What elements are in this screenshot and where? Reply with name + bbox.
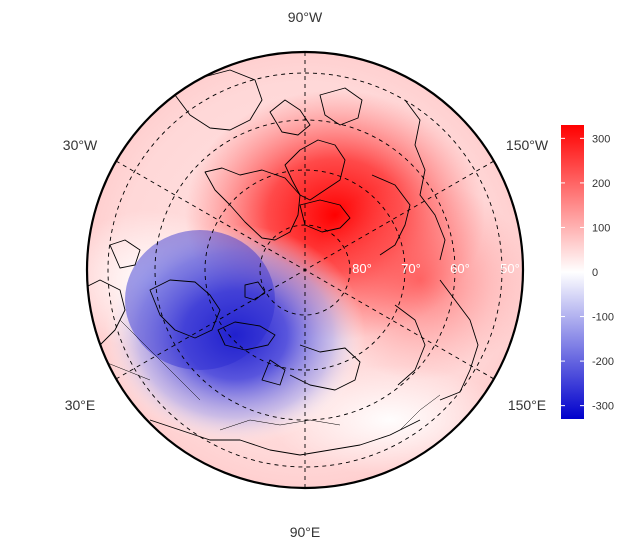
graticule: [107, 52, 503, 488]
colorbar-tick-label: -200: [592, 356, 614, 368]
colorbar-tick-label: -300: [592, 401, 614, 413]
map-boundary: [85, 50, 525, 490]
latitude-label-60: 60°: [450, 261, 470, 276]
colorbar-tick-label: 300: [592, 133, 610, 145]
meridian-30e-150w: [115, 160, 495, 380]
lon-label-90e: 90°E: [290, 524, 321, 540]
colorbar-tick-label: -100: [592, 312, 614, 324]
anomaly-field: [87, 52, 523, 488]
colorbar-ramp: [561, 125, 584, 419]
colorbar-tick-label: 100: [592, 222, 610, 234]
lon-label-30w: 30°W: [63, 137, 98, 153]
latitude-label-50: 50°: [500, 261, 520, 276]
latitude-circle-80: [259, 224, 351, 316]
lon-label-30e: 30°E: [65, 397, 96, 413]
lon-label-90w: 90°W: [288, 9, 323, 25]
latitude-circle-70: [204, 169, 406, 371]
colorbar-ticks: 300 200 100 0 -100 -200 -300: [561, 133, 614, 413]
latitude-label-80: 80°: [352, 261, 372, 276]
colorbar-tick-label: 200: [592, 178, 610, 190]
colorbar-tick-label: 0: [592, 267, 598, 279]
lon-label-150e: 150°E: [508, 397, 546, 413]
coastlines: [87, 69, 479, 456]
colorbar: 300 200 100 0 -100 -200 -300: [561, 125, 614, 419]
latitude-label-70: 70°: [401, 261, 421, 276]
latitude-circle-50: [107, 72, 503, 468]
lon-label-150w: 150°W: [506, 137, 549, 153]
